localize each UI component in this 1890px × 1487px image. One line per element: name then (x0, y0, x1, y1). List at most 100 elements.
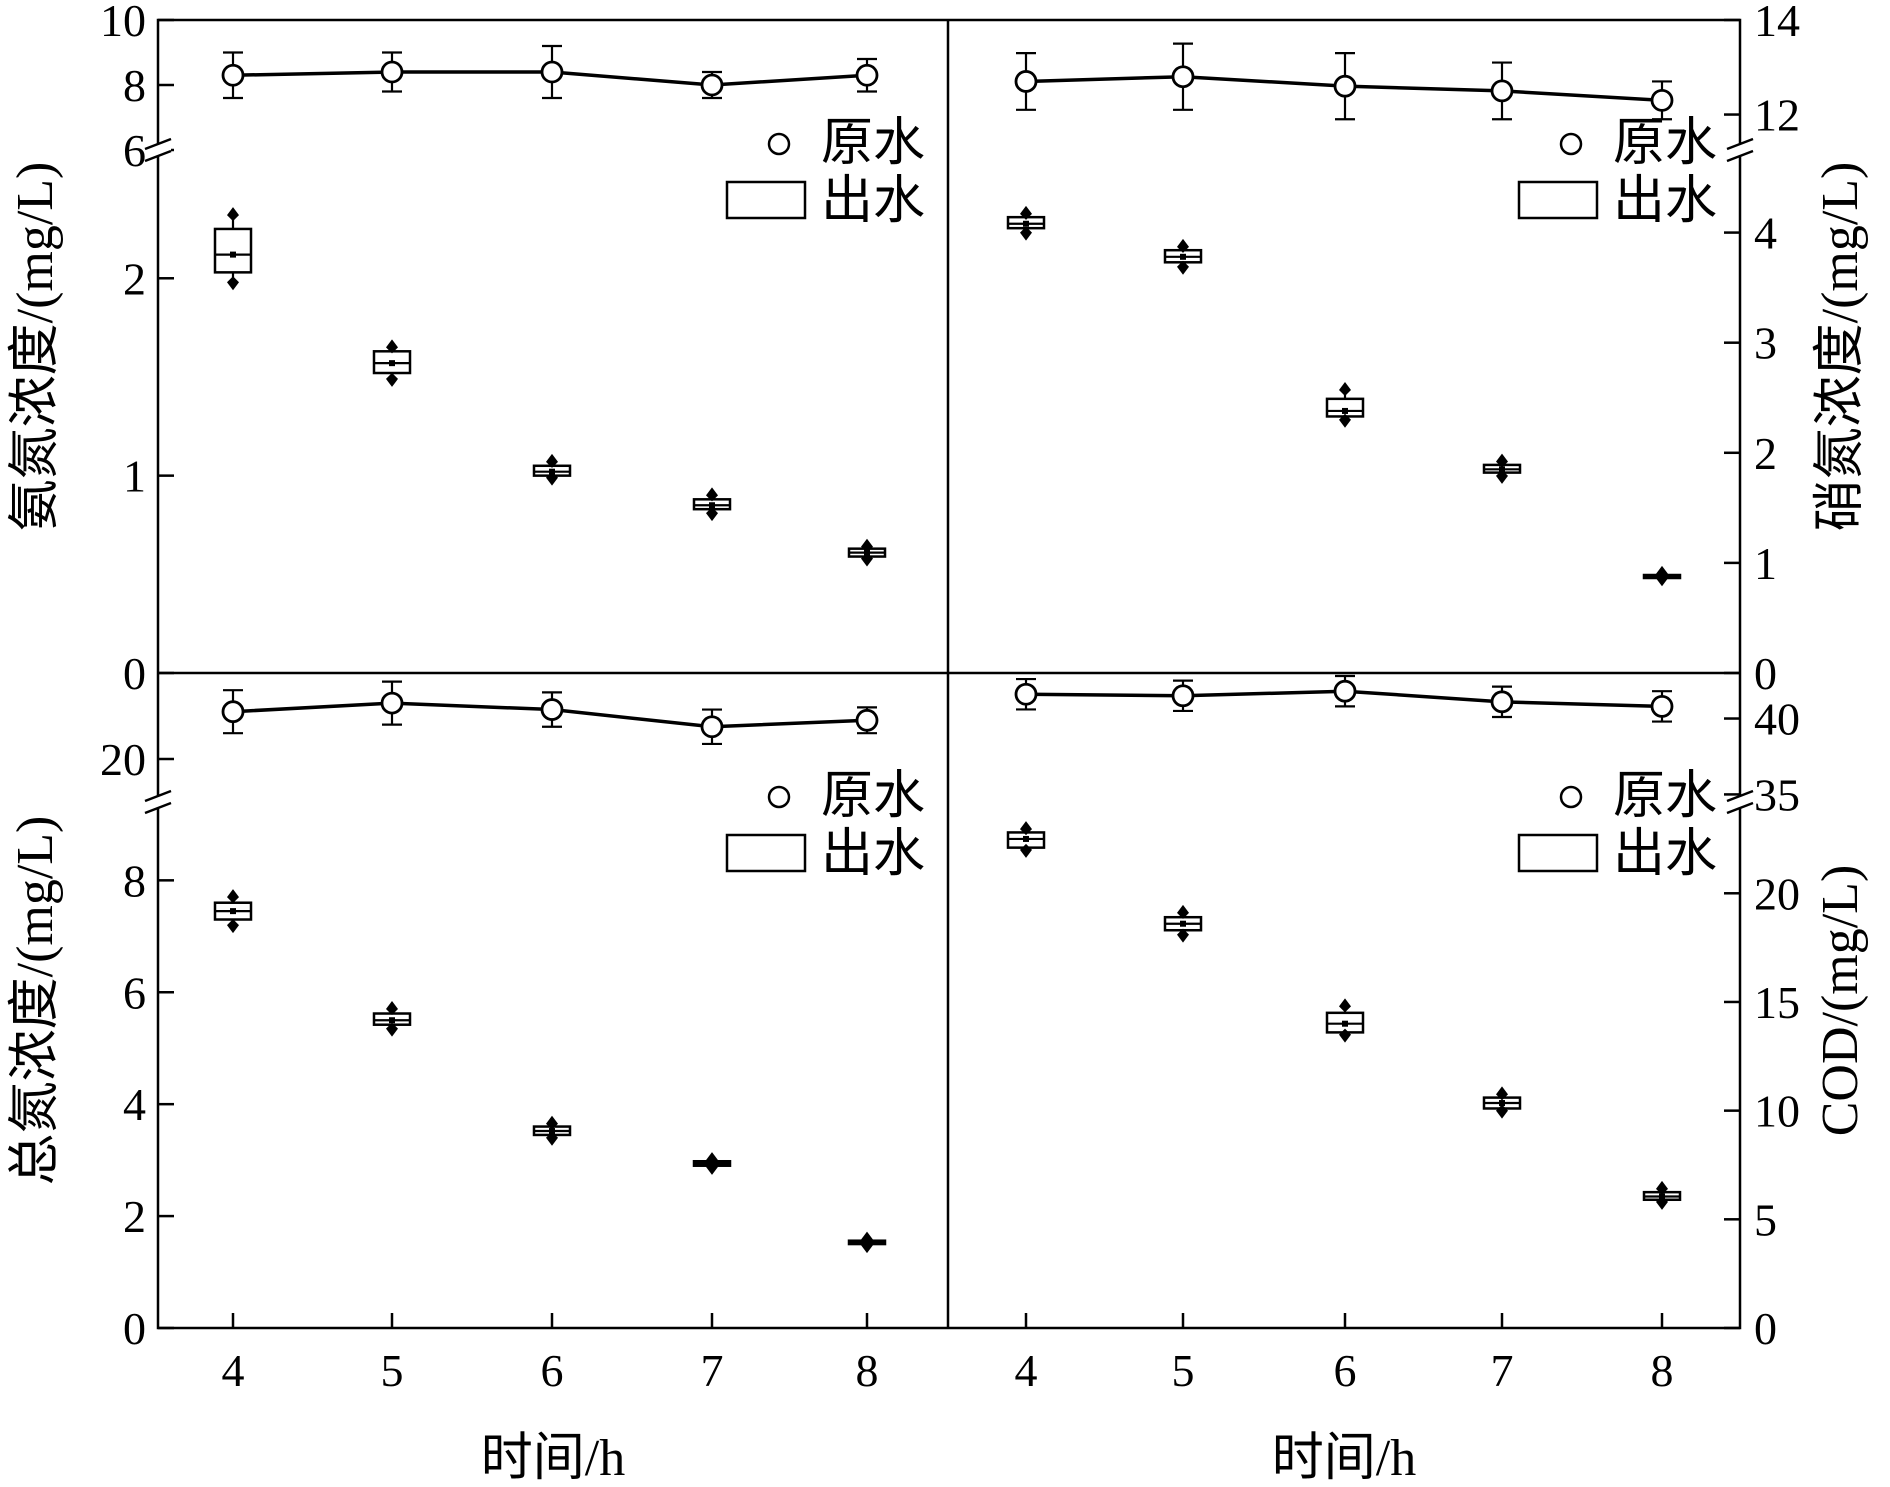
effluent-min-marker (1656, 1195, 1668, 1210)
effluent-min-marker (1496, 469, 1508, 484)
x-tick-label: 6 (1334, 1345, 1357, 1396)
legend-effluent-marker (1517, 833, 1599, 873)
raw-point (1014, 70, 1038, 93)
raw-point (1171, 65, 1195, 89)
upper-y-tick-label: 40 (1754, 694, 1800, 745)
lower-y-tick-label: 2 (123, 1191, 146, 1242)
y-axis-title: 氨氮浓度/(mg/L) (7, 162, 64, 532)
effluent-max-marker (1177, 904, 1189, 919)
effluent-max-marker (1020, 821, 1032, 836)
effluent-mean-marker (230, 251, 236, 258)
effluent-min-marker (1177, 928, 1189, 943)
effluent-mean-marker (549, 1128, 555, 1135)
lower-y-tick-label: 8 (123, 855, 146, 906)
legend-raw-label: 原水 (1613, 768, 1717, 825)
raw-point (1333, 74, 1357, 98)
effluent-mean-marker (1499, 466, 1505, 473)
axis-break-gap (1727, 796, 1753, 808)
lower-y-tick-label: 0 (1754, 1303, 1777, 1354)
axis-break-gap (145, 144, 171, 156)
lower-y-tick-label: 0 (123, 1303, 146, 1354)
raw-point (221, 63, 245, 87)
raw-point (1650, 694, 1674, 718)
legend-raw-label: 原水 (821, 115, 925, 172)
upper-y-tick-label: 10 (100, 0, 146, 46)
x-tick-label: 7 (701, 1345, 724, 1396)
raw-point (1650, 88, 1674, 112)
effluent-max-marker (1339, 382, 1351, 397)
raw-point (1014, 682, 1038, 706)
effluent-min-marker (227, 276, 239, 291)
effluent-min-marker (386, 372, 398, 387)
effluent-min-marker (1339, 413, 1351, 428)
effluent-min-marker (861, 1239, 873, 1254)
x-tick-label: 7 (1491, 1345, 1514, 1396)
effluent-mean-marker (1023, 220, 1029, 227)
effluent-max-marker (546, 1115, 558, 1130)
raw-point (1490, 690, 1514, 714)
x-tick-label: 8 (1651, 1345, 1674, 1396)
lower-y-tick-label: 0 (1754, 648, 1777, 699)
effluent-mean-marker (709, 502, 715, 509)
x-tick-label: 8 (856, 1345, 879, 1396)
raw-point (1490, 79, 1514, 103)
lower-y-tick-label: 15 (1754, 977, 1800, 1028)
lower-y-tick-label: 1 (123, 451, 146, 502)
raw-point (700, 73, 724, 97)
effluent-mean-marker (1180, 253, 1186, 260)
effluent-min-marker (1020, 843, 1032, 858)
effluent-max-marker (227, 207, 239, 222)
legend-raw-marker (767, 785, 791, 809)
axis-break-mark (1726, 801, 1754, 815)
lower-y-tick-label: 5 (1754, 1194, 1777, 1245)
effluent-max-marker (1339, 998, 1351, 1013)
raw-point (1171, 684, 1195, 708)
legend-raw-label: 原水 (821, 768, 925, 825)
effluent-min-marker (227, 919, 239, 934)
raw-point (540, 60, 564, 84)
effluent-min-marker (1177, 260, 1189, 275)
effluent-min-marker (1496, 1104, 1508, 1119)
effluent-mean-marker (389, 1017, 395, 1024)
raw-point (380, 60, 404, 84)
effluent-min-marker (546, 1131, 558, 1146)
lower-y-tick-label: 4 (123, 1079, 146, 1130)
legend-raw-label: 原水 (1613, 115, 1717, 172)
legend-raw-marker (1559, 785, 1583, 809)
effluent-min-marker (546, 471, 558, 486)
legend-effluent-label: 出水 (821, 173, 925, 230)
legend-effluent-label: 出水 (821, 826, 925, 883)
effluent-max-marker (861, 538, 873, 553)
effluent-max-marker (1020, 205, 1032, 220)
axis-break-mark (1726, 137, 1754, 151)
raw-point (855, 708, 879, 732)
raw-point (221, 700, 245, 724)
x-tick-label: 5 (1172, 1345, 1195, 1396)
lower-y-tick-label: 2 (1754, 428, 1777, 479)
y-axis-title: COD/(mg/L) (1812, 865, 1869, 1137)
upper-y-tick-label: 8 (123, 60, 146, 111)
raw-point (1333, 679, 1357, 703)
x-tick-label: 4 (222, 1345, 245, 1396)
effluent-max-marker (1177, 238, 1189, 253)
effluent-mean-marker (1342, 1020, 1348, 1027)
effluent-box (213, 227, 253, 274)
axis-break-mark (144, 801, 172, 815)
legend-effluent-marker (1517, 180, 1599, 220)
x-axis-title: 时间/h (481, 1430, 625, 1487)
lower-y-tick-label: 4 (1754, 208, 1777, 259)
legend-raw-marker (1559, 132, 1583, 156)
effluent-max-marker (861, 1231, 873, 1246)
axis-break-mark (1726, 789, 1754, 803)
lower-y-tick-label: 0 (123, 648, 146, 699)
lower-y-tick-label: 3 (1754, 318, 1777, 369)
upper-y-tick-label: 14 (1754, 0, 1800, 46)
y-axis-title: 总氮浓度/(mg/L) (7, 816, 64, 1186)
upper-y-tick-label: 12 (1754, 90, 1800, 141)
raw-point (380, 691, 404, 715)
